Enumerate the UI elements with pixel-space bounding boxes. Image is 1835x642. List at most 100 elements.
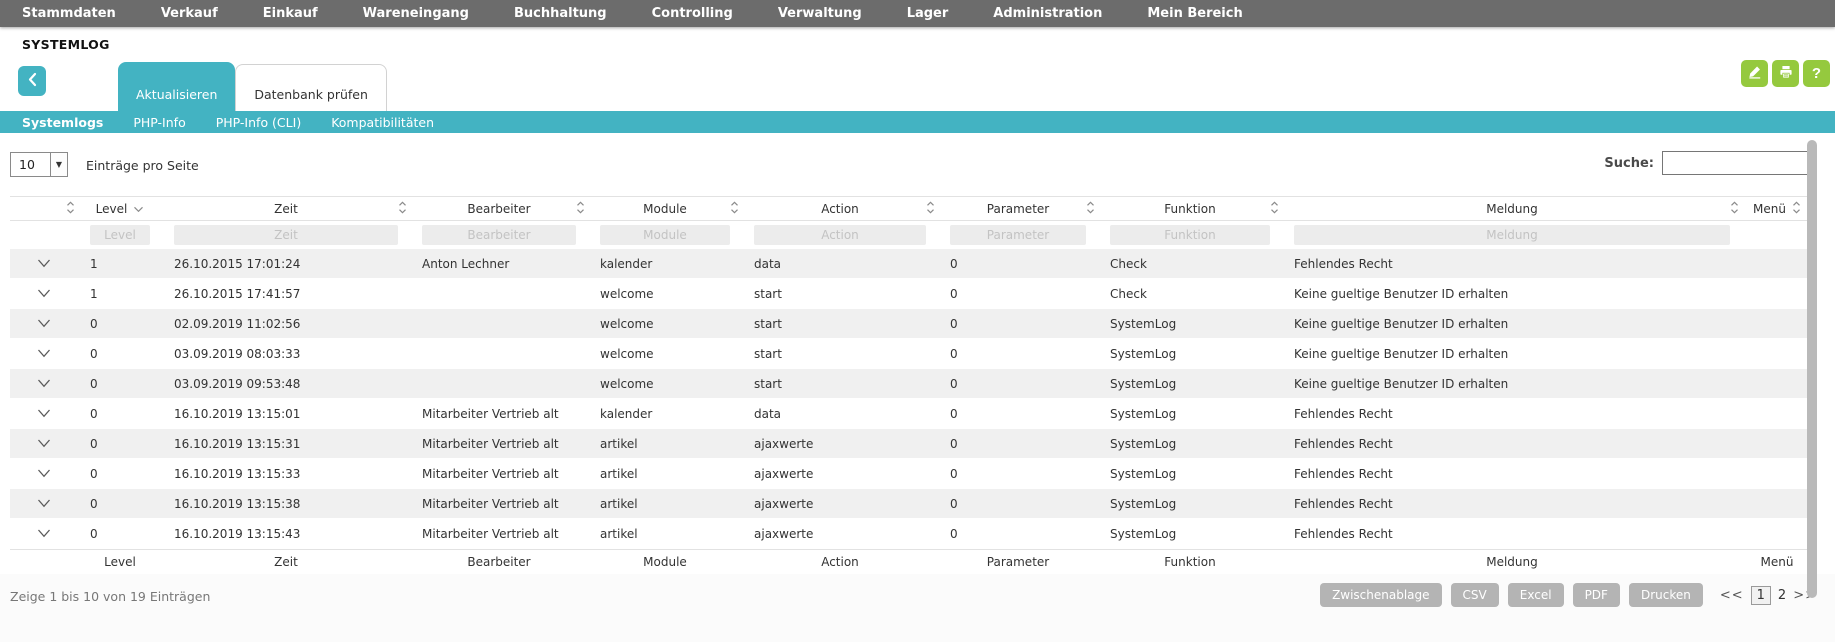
sort-icon[interactable] bbox=[1270, 200, 1279, 218]
expand-row-button[interactable] bbox=[10, 249, 78, 278]
table-cell: Mitarbeiter Vertrieb alt bbox=[422, 436, 559, 451]
pagination-page-2[interactable]: 2 bbox=[1777, 587, 1787, 603]
column-header-level[interactable]: Level bbox=[78, 197, 162, 220]
filter-input-funktion[interactable]: Funktion bbox=[1110, 225, 1270, 245]
systemlog-table: Level Zeit Bearbeiter Module Action Parameter… bbox=[10, 196, 1812, 575]
nav-item-controlling[interactable]: Controlling bbox=[651, 6, 733, 21]
nav-item-verkauf[interactable]: Verkauf bbox=[160, 6, 218, 21]
subtab-systemlogs[interactable]: Systemlogs bbox=[22, 114, 104, 130]
pagination-page-1[interactable]: 1 bbox=[1750, 585, 1771, 605]
table-cell-menu bbox=[1742, 399, 1812, 428]
table-row[interactable]: 1 26.10.2015 17:01:24 Anton Lechner kalende… bbox=[10, 249, 1812, 279]
subtab-kompatibilit-ten[interactable]: Kompatibilitäten bbox=[331, 114, 434, 130]
table-cell-menu bbox=[1742, 249, 1812, 278]
table-row[interactable]: 0 16.10.2019 13:15:38 Mitarbeiter Vertrieb… bbox=[10, 489, 1812, 519]
tab-datenbank-pr-fen[interactable]: Datenbank prüfen bbox=[235, 64, 387, 111]
nav-item-wareneingang[interactable]: Wareneingang bbox=[362, 6, 469, 21]
column-header-meldung[interactable]: Meldung bbox=[1282, 197, 1742, 220]
table-row[interactable]: 0 03.09.2019 09:53:48 welcome start 0 SystemL… bbox=[10, 369, 1812, 399]
sort-icon[interactable] bbox=[576, 200, 585, 218]
table-row[interactable]: 0 16.10.2019 13:15:43 Mitarbeiter Vertrieb… bbox=[10, 519, 1812, 549]
expand-row-button[interactable] bbox=[10, 279, 78, 308]
sort-icon[interactable] bbox=[1730, 200, 1739, 218]
nav-item-buchhaltung[interactable]: Buchhaltung bbox=[513, 6, 607, 21]
expand-row-button[interactable] bbox=[10, 429, 78, 458]
search-input[interactable] bbox=[1662, 151, 1815, 175]
tab-aktualisieren[interactable]: Aktualisieren bbox=[118, 62, 236, 111]
column-header-module[interactable]: Module bbox=[588, 197, 742, 220]
column-header-expand[interactable] bbox=[10, 197, 78, 220]
subtab-php-info[interactable]: PHP-Info bbox=[133, 114, 186, 130]
back-button[interactable] bbox=[18, 66, 46, 96]
table-cell: artikel bbox=[600, 436, 638, 451]
page-size-select[interactable]: 10 ▼ bbox=[10, 152, 68, 177]
column-header-men[interactable]: Menü bbox=[1742, 197, 1812, 220]
subtab-php-info-cli-[interactable]: PHP-Info (CLI) bbox=[215, 114, 302, 130]
table-cell: 0 bbox=[950, 316, 958, 331]
table-cell: 0 bbox=[950, 526, 958, 541]
expand-row-button[interactable] bbox=[10, 399, 78, 428]
sort-icon[interactable] bbox=[398, 200, 407, 218]
table-cell: Mitarbeiter Vertrieb alt bbox=[422, 466, 559, 481]
help-button[interactable]: ? bbox=[1803, 60, 1830, 87]
filter-input-meldung[interactable]: Meldung bbox=[1294, 225, 1730, 245]
expand-row-button[interactable] bbox=[10, 489, 78, 518]
filter-input-parameter[interactable]: Parameter bbox=[950, 225, 1086, 245]
filter-input-action[interactable]: Action bbox=[754, 225, 926, 245]
filter-input-module[interactable]: Module bbox=[600, 225, 730, 245]
pagination-prev-button[interactable]: << bbox=[1719, 587, 1744, 603]
table-footer-bar: Zeige 1 bis 10 von 19 Einträgen Zwischen… bbox=[0, 574, 1835, 642]
nav-item-mein-bereich[interactable]: Mein Bereich bbox=[1147, 6, 1243, 21]
column-header-zeit[interactable]: Zeit bbox=[162, 197, 410, 220]
table-row[interactable]: 0 16.10.2019 13:15:31 Mitarbeiter Vertrieb… bbox=[10, 429, 1812, 459]
sort-icon[interactable] bbox=[730, 200, 739, 218]
expand-row-button[interactable] bbox=[10, 309, 78, 338]
excel-button[interactable]: Excel bbox=[1507, 583, 1564, 607]
nav-item-verwaltung[interactable]: Verwaltung bbox=[777, 6, 862, 21]
table-cell: 0 bbox=[950, 376, 958, 391]
nav-item-administration[interactable]: Administration bbox=[993, 6, 1103, 21]
column-label: Menü bbox=[1753, 201, 1786, 216]
zwischenablage-button[interactable]: Zwischenablage bbox=[1320, 583, 1442, 607]
table-cell: Check bbox=[1110, 256, 1147, 271]
expand-row-button[interactable] bbox=[10, 339, 78, 368]
scrollbar-thumb[interactable] bbox=[1807, 140, 1817, 598]
edit-button[interactable] bbox=[1741, 60, 1768, 87]
filter-input-level[interactable]: Level bbox=[90, 225, 150, 245]
print-button[interactable] bbox=[1772, 60, 1799, 87]
table-row[interactable]: 0 03.09.2019 08:03:33 welcome start 0 SystemL… bbox=[10, 339, 1812, 369]
table-row[interactable]: 1 26.10.2015 17:41:57 welcome start 0 Check Ke… bbox=[10, 279, 1812, 309]
filter-input-zeit[interactable]: Zeit bbox=[174, 225, 398, 245]
sort-icon[interactable] bbox=[1792, 200, 1801, 218]
footer-cell-empty bbox=[10, 550, 78, 574]
table-row[interactable]: 0 02.09.2019 11:02:56 welcome start 0 SystemL… bbox=[10, 309, 1812, 339]
filter-cell-level: Level bbox=[78, 225, 162, 245]
csv-button[interactable]: CSV bbox=[1450, 583, 1499, 607]
nav-item-lager[interactable]: Lager bbox=[906, 6, 949, 21]
pdf-button[interactable]: PDF bbox=[1572, 583, 1620, 607]
column-header-bearbeiter[interactable]: Bearbeiter bbox=[410, 197, 588, 220]
column-header-action[interactable]: Action bbox=[742, 197, 938, 220]
column-header-funktion[interactable]: Funktion bbox=[1098, 197, 1282, 220]
expand-row-icon bbox=[37, 497, 51, 511]
footer-column-meldung: Meldung bbox=[1486, 555, 1538, 569]
expand-row-button[interactable] bbox=[10, 519, 78, 548]
sort-icon[interactable] bbox=[1086, 200, 1095, 218]
table-row[interactable]: 0 16.10.2019 13:15:01 Mitarbeiter Vertrieb… bbox=[10, 399, 1812, 429]
vertical-scrollbar[interactable] bbox=[1806, 136, 1818, 614]
expand-row-icon bbox=[37, 377, 51, 391]
drucken-button[interactable]: Drucken bbox=[1628, 583, 1703, 607]
column-header-parameter[interactable]: Parameter bbox=[938, 197, 1098, 220]
sort-icon[interactable] bbox=[926, 200, 935, 218]
filter-input-bearbeiter[interactable]: Bearbeiter bbox=[422, 225, 576, 245]
footer-column-bearbeiter: Bearbeiter bbox=[467, 555, 531, 569]
column-label: Level bbox=[95, 201, 128, 216]
filter-cell-bearbeiter: Bearbeiter bbox=[410, 225, 588, 245]
expand-row-button[interactable] bbox=[10, 459, 78, 488]
chevron-left-icon bbox=[27, 72, 38, 90]
table-row[interactable]: 0 16.10.2019 13:15:33 Mitarbeiter Vertrieb… bbox=[10, 459, 1812, 489]
sort-icon[interactable] bbox=[66, 200, 75, 218]
nav-item-einkauf[interactable]: Einkauf bbox=[262, 6, 318, 21]
nav-item-stammdaten[interactable]: Stammdaten bbox=[22, 6, 116, 21]
expand-row-button[interactable] bbox=[10, 369, 78, 398]
